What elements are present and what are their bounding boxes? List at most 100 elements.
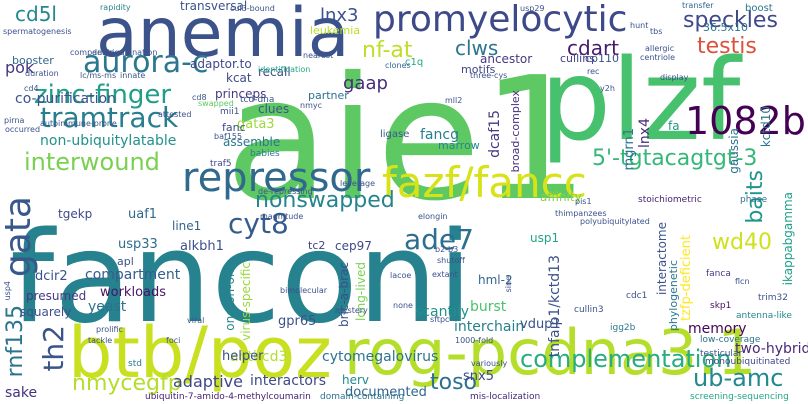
word: cd8 <box>192 93 207 102</box>
word: anemia <box>96 0 350 73</box>
word: tackle <box>88 336 113 345</box>
word: ub-amc <box>693 364 784 392</box>
word: marrow <box>438 139 480 152</box>
word: vdup1 <box>520 317 561 332</box>
word: magnitude <box>260 212 304 221</box>
word: trim32 <box>758 293 788 303</box>
word: lc/ms-ms <box>80 71 117 80</box>
word: memory <box>688 321 747 337</box>
word: cep97 <box>335 239 372 253</box>
word: std <box>128 359 142 369</box>
word: bimolecular <box>280 286 328 295</box>
word: uaf1 <box>128 207 158 222</box>
word: yeast <box>88 299 127 315</box>
word: fanconi <box>10 204 473 351</box>
word: plzf <box>540 36 741 166</box>
word: identification <box>258 65 311 74</box>
word: clues <box>258 102 290 116</box>
word: apl <box>117 255 134 268</box>
word: promyelocytic <box>373 0 628 40</box>
word: elongin <box>418 212 448 221</box>
word: th2 <box>37 325 70 372</box>
word: speckles <box>683 8 778 33</box>
word: stoichiometric <box>638 195 702 205</box>
word: b2-b3 <box>435 245 459 254</box>
word: tnfaip1/kctd13 <box>547 255 563 358</box>
word: traf5 <box>210 159 232 169</box>
word: pok <box>5 58 35 77</box>
word: fanca <box>706 269 731 279</box>
word: sftpc <box>430 315 450 324</box>
word: nearest <box>303 51 334 60</box>
word: gata <box>0 196 39 278</box>
word: boost <box>745 3 773 14</box>
word: allergic <box>645 44 675 53</box>
word: interactors <box>250 373 327 389</box>
word: repressor <box>182 155 371 201</box>
word: 1000-fold <box>455 336 494 345</box>
word: tc2 <box>308 239 326 252</box>
word: transversal <box>180 0 248 13</box>
word: aie1 <box>225 41 590 239</box>
word: assemble <box>223 135 281 149</box>
word: broad-complex <box>509 90 522 173</box>
word: mii1 <box>220 107 240 117</box>
word: line1 <box>172 219 202 233</box>
word: mis-localization <box>470 392 541 402</box>
word: lnx3 <box>320 5 359 26</box>
word: tramtrack <box>40 101 179 134</box>
word: shutoff <box>437 256 465 265</box>
word: ubiquitin-7-amido-4-methylcoumarin <box>145 392 311 402</box>
word: btb/poz <box>68 312 332 394</box>
word: compartment <box>85 267 181 283</box>
word: pis1 <box>575 197 592 206</box>
word: adaptive <box>173 372 243 391</box>
word: squarely <box>20 305 72 319</box>
word: pirna <box>4 116 25 125</box>
word: partner <box>308 89 349 102</box>
word: ancestor <box>480 52 533 66</box>
word: extant <box>432 270 458 279</box>
word: usp4 <box>3 281 12 301</box>
word: leverage <box>340 179 375 188</box>
word: zinc-finger <box>34 80 172 110</box>
word: cul3-bound <box>230 4 275 13</box>
word: testicular <box>700 349 743 359</box>
word: sake <box>5 385 38 401</box>
word: autoimmune-prone <box>40 119 117 128</box>
word: affinity <box>540 190 582 204</box>
word: princeps <box>215 87 267 101</box>
word: flcn <box>735 277 750 286</box>
word: mgrn1 <box>622 128 637 171</box>
word: interchain <box>454 319 525 335</box>
word: tbs <box>650 27 663 36</box>
word: skp1 <box>710 301 732 311</box>
word: antenna-like <box>736 311 792 321</box>
word: attested <box>158 110 192 119</box>
word: phase <box>740 195 768 205</box>
word: complementation <box>520 345 732 373</box>
word: duration <box>25 69 59 78</box>
word: foci <box>166 336 181 345</box>
word: virus-specific <box>239 262 253 341</box>
word: hml-2 <box>478 273 513 287</box>
word: co-purification <box>15 91 116 107</box>
word: cd5l <box>15 2 57 26</box>
word: usp29 <box>520 4 545 13</box>
word: one-on-one <box>223 262 237 331</box>
word: nf-at <box>362 38 413 63</box>
word: cdc1 <box>626 291 648 301</box>
word: leukemia <box>310 24 361 37</box>
word: fancg <box>420 127 459 143</box>
word: tcd-dna <box>240 95 275 105</box>
word: domain-containing <box>320 392 405 402</box>
word: fa <box>668 119 680 133</box>
word: de-repressing <box>258 187 313 196</box>
word: aurora-c <box>83 45 209 80</box>
word: innate <box>120 71 146 80</box>
word: 36.5x10 <box>703 21 748 34</box>
word: polyubiquitylated <box>580 217 650 226</box>
word: screening-sequencing <box>690 392 789 402</box>
word: herv <box>342 373 370 387</box>
word: interwound <box>24 148 160 176</box>
